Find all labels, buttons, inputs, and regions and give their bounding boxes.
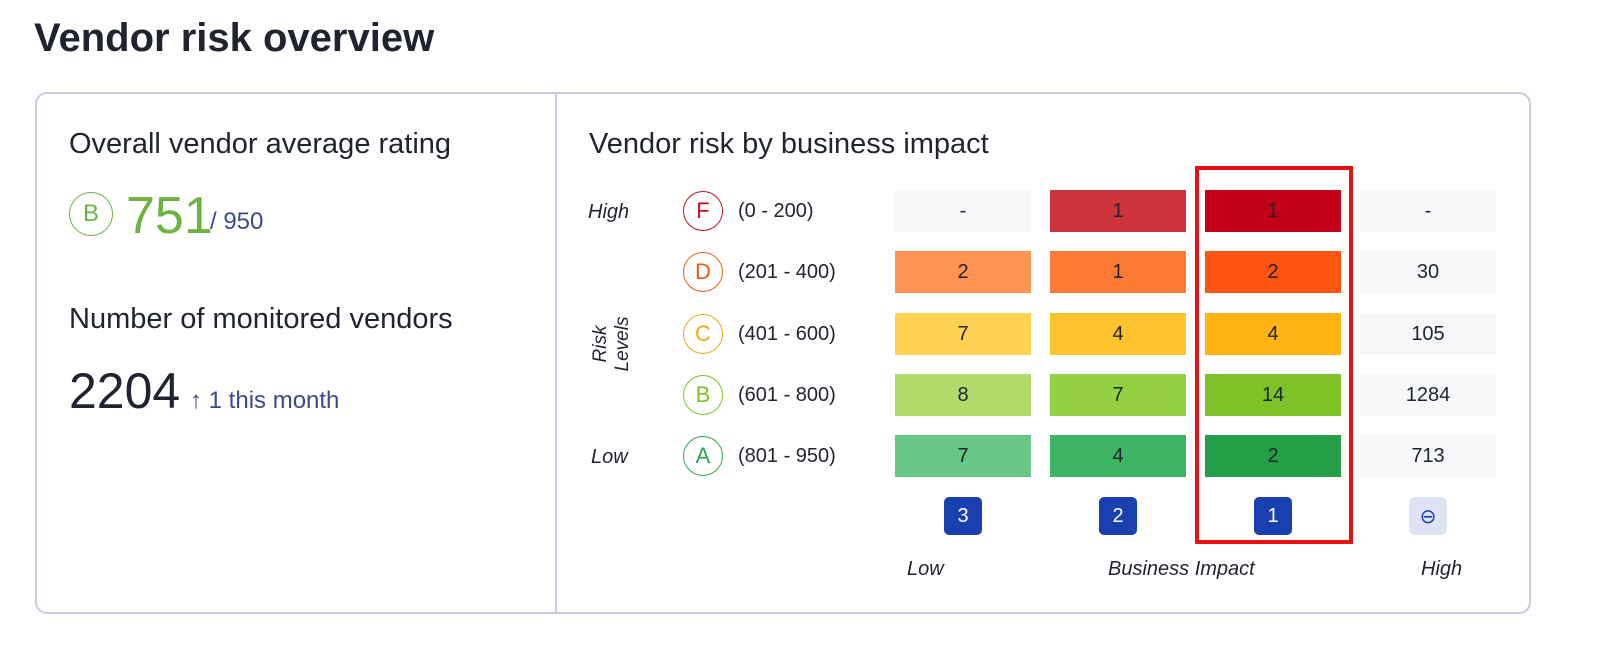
matrix-cell[interactable]: 7	[895, 435, 1031, 477]
matrix-cell: -	[1360, 190, 1496, 232]
matrix-cell[interactable]: 7	[1050, 374, 1186, 416]
average-grade-badge: B	[69, 192, 113, 236]
average-rating-max: / 950	[210, 208, 264, 235]
impact-level-2-button[interactable]: 2	[1099, 497, 1137, 535]
matrix-cell[interactable]: 30	[1360, 251, 1496, 293]
risk-levels-axis-title: Risk Levels	[590, 316, 633, 372]
risk-grade-f-badge: F	[683, 191, 723, 231]
risk-matrix-heading: Vendor risk by business impact	[589, 128, 989, 160]
matrix-cell[interactable]: 2	[895, 251, 1031, 293]
risk-grade-d-badge: D	[683, 252, 723, 292]
average-rating-value: 751	[126, 187, 213, 245]
risk-range-label: (0 - 200)	[738, 200, 814, 222]
impact-column-highlight	[1195, 166, 1353, 544]
matrix-cell[interactable]: 4	[1205, 313, 1341, 355]
matrix-cell[interactable]: 7	[895, 313, 1031, 355]
risk-range-label: (401 - 600)	[738, 323, 836, 345]
matrix-cell[interactable]: 713	[1360, 435, 1496, 477]
matrix-cell[interactable]: 1	[1050, 251, 1186, 293]
matrix-cell[interactable]: 1	[1050, 190, 1186, 232]
risk-axis-low-label: Low	[591, 446, 628, 468]
monitored-vendor-count: 2204	[69, 363, 181, 419]
panel-divider	[555, 92, 557, 614]
risk-grade-a-badge: A	[683, 436, 723, 476]
average-rating-heading: Overall vendor average rating	[69, 128, 452, 160]
impact-axis-low-label: Low	[907, 558, 944, 580]
matrix-cell[interactable]: 105	[1360, 313, 1496, 355]
impact-level-3-button[interactable]: 3	[944, 497, 982, 535]
matrix-cell[interactable]: 4	[1050, 313, 1186, 355]
matrix-cell[interactable]: 2	[1205, 251, 1341, 293]
matrix-cell[interactable]: 1	[1205, 190, 1341, 232]
impact-axis-title: Business Impact	[1108, 558, 1255, 580]
impact-level-1-button[interactable]: 1	[1254, 497, 1292, 535]
matrix-cell: -	[895, 190, 1031, 232]
matrix-cell[interactable]: 8	[895, 374, 1031, 416]
risk-range-label: (601 - 800)	[738, 384, 836, 406]
vendor-count-change: ↑ 1 this month	[190, 387, 340, 414]
page-title: Vendor risk overview	[34, 16, 435, 60]
matrix-cell[interactable]: 1284	[1360, 374, 1496, 416]
risk-axis-high-label: High	[588, 201, 630, 223]
impact-axis-high-label: High	[1421, 558, 1463, 580]
matrix-cell[interactable]: 2	[1205, 435, 1341, 477]
risk-grade-c-badge: C	[683, 314, 723, 354]
matrix-cell[interactable]: 14	[1205, 374, 1341, 416]
matrix-cell[interactable]: 4	[1050, 435, 1186, 477]
risk-grade-b-badge: B	[683, 375, 723, 415]
impact-none-button[interactable]: ⊖	[1409, 497, 1447, 535]
risk-range-label: (201 - 400)	[738, 261, 836, 283]
monitored-vendors-heading: Number of monitored vendors	[69, 303, 453, 335]
risk-range-label: (801 - 950)	[738, 445, 836, 467]
